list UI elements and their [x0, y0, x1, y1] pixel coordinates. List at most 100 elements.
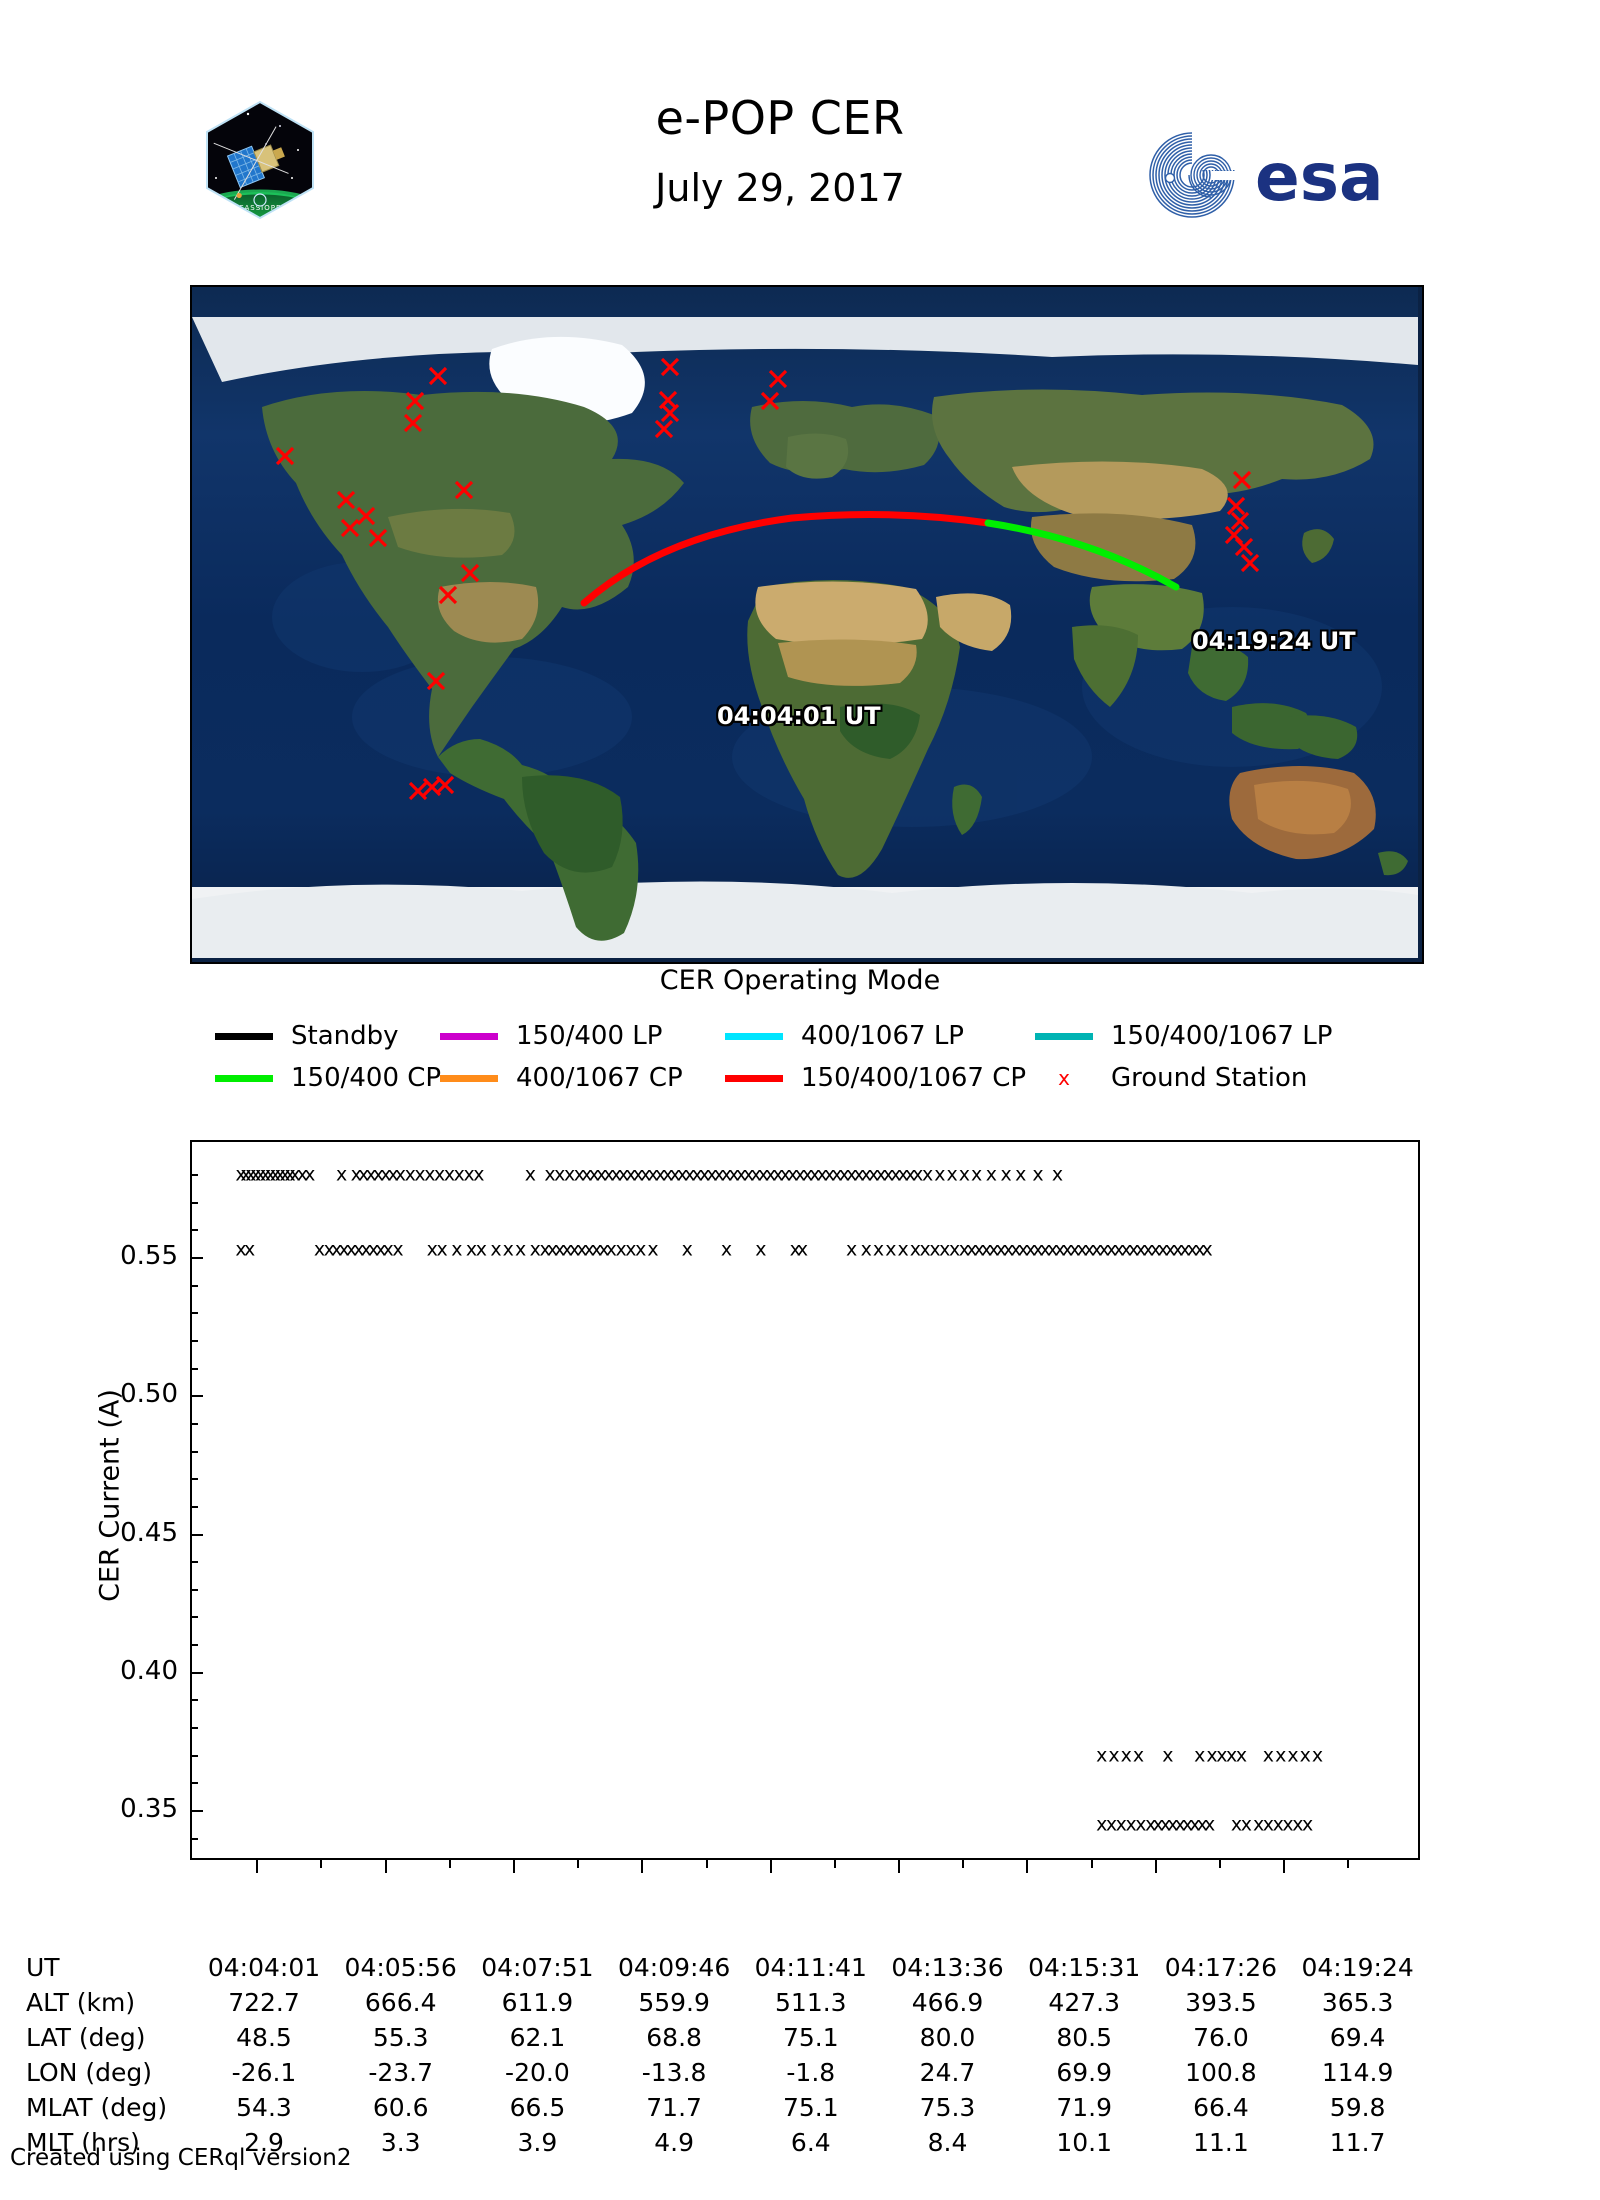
x-tick-minor: [1090, 1860, 1093, 1868]
x-tick-minor: [705, 1860, 708, 1868]
data-point-marker: x: [1069, 1238, 1081, 1261]
data-point-marker: x: [1135, 1813, 1147, 1836]
table-row-label: ALT (km): [26, 1988, 136, 2017]
table-row-label: UT: [26, 1953, 60, 1982]
y-tick-major: [190, 1671, 203, 1674]
data-point-marker: x: [1189, 1813, 1201, 1836]
data-point-marker: x: [1196, 1813, 1208, 1836]
x-tick-minor: [833, 1860, 836, 1868]
data-point-marker: x: [1000, 1163, 1012, 1186]
data-point-marker: x: [632, 1163, 644, 1186]
legend-item-standby[interactable]: Standby: [215, 1021, 440, 1051]
data-point-marker: x: [394, 1163, 407, 1186]
data-point-marker: x: [414, 1163, 426, 1186]
data-point-marker: x: [615, 1238, 627, 1261]
page-header: CASSIOPE e-POP CER July 29, 2017: [0, 0, 1600, 220]
y-tick-minor: [190, 1284, 198, 1287]
data-point-marker: x: [1105, 1238, 1118, 1261]
data-point-marker: x: [603, 1163, 615, 1186]
legend-item-400-1067-cp[interactable]: 400/1067 CP: [440, 1063, 725, 1093]
data-point-marker: x: [367, 1238, 380, 1261]
data-point-marker: x: [338, 1238, 350, 1261]
table-cell: 6.4: [790, 2128, 831, 2157]
data-point-marker: x: [1172, 1238, 1184, 1261]
data-point-marker: x: [946, 1163, 958, 1186]
table-row: ALT (km) 722.7 666.4 611.9 559.9 511.3 466.9 42…: [26, 1985, 1426, 2020]
data-point-marker: x: [1132, 1744, 1145, 1767]
y-tick-minor: [190, 1588, 198, 1591]
table-cell: 68.8: [646, 2023, 702, 2052]
page-title: e-POP CER: [655, 91, 905, 145]
data-point-marker: x: [358, 1163, 370, 1186]
table-cell: 04:05:56: [344, 1953, 457, 1982]
table-cell: 3.3: [380, 2128, 421, 2157]
data-point-marker: x: [1302, 1813, 1314, 1836]
data-point-marker: x: [662, 1163, 674, 1186]
table-cell: 511.3: [775, 1988, 847, 2017]
data-point-marker: x: [1282, 1813, 1294, 1836]
data-point-marker: x: [235, 1163, 247, 1186]
x-tick-major: [641, 1860, 644, 1873]
legend-item-150-400-lp[interactable]: 150/400 LP: [440, 1021, 725, 1051]
y-tick-label: 0.50: [120, 1379, 178, 1410]
data-point-marker: x: [654, 1163, 666, 1186]
data-point-marker: x: [1152, 1813, 1164, 1836]
data-point-marker: x: [404, 1163, 416, 1186]
y-tick-label: 0.55: [120, 1241, 178, 1272]
data-point-marker: x: [809, 1163, 821, 1186]
table-cell: -26.1: [231, 2058, 297, 2087]
y-tick-minor: [190, 1561, 198, 1564]
data-point-marker: x: [546, 1238, 559, 1261]
data-point-marker: x: [735, 1163, 747, 1186]
y-tick-major: [190, 1533, 203, 1536]
data-point-marker: x: [617, 1163, 630, 1186]
y-axis-tick-labels: 0.35 0.40 0.45 0.50 0.55: [0, 1140, 178, 1860]
legend-item-400-1067-lp[interactable]: 400/1067 LP: [725, 1021, 1035, 1051]
data-point-marker: x: [921, 1163, 934, 1186]
data-point-marker: x: [289, 1163, 301, 1186]
table-cell: 62.1: [509, 2023, 566, 2052]
legend-item-150-400-1067-lp[interactable]: 150/400/1067 LP: [1035, 1021, 1332, 1051]
table-cell: 114.9: [1321, 2058, 1394, 2087]
y-tick-label: 0.45: [120, 1517, 178, 1548]
x-tick-major: [384, 1860, 387, 1873]
data-point-marker: x: [1032, 1238, 1044, 1261]
table-row: UT 04:04:01 04:05:56 04:07:51 04:09:46 04:11:…: [26, 1950, 1426, 1985]
legend-swatch-line: [215, 1074, 273, 1082]
data-point-marker: x: [465, 1238, 478, 1261]
data-point-marker: x: [1262, 1744, 1275, 1767]
data-point-marker: x: [1262, 1813, 1275, 1836]
legend-item-150-400-1067-cp[interactable]: 150/400/1067 CP: [725, 1063, 1035, 1093]
legend-item-ground-station[interactable]: x Ground Station: [1035, 1063, 1307, 1093]
legend-swatch-line: [1035, 1032, 1093, 1040]
data-point-marker: x: [742, 1163, 755, 1186]
data-point-marker: x: [1194, 1238, 1206, 1261]
data-point-marker: x: [1108, 1744, 1120, 1767]
legend-item-150-400-cp[interactable]: 150/400 CP: [215, 1063, 441, 1093]
table-cell: 365.3: [1321, 1988, 1394, 2017]
table-cell: -23.7: [368, 2058, 434, 2087]
data-point-marker: x: [490, 1238, 502, 1261]
data-point-marker: x: [757, 1163, 769, 1186]
y-tick-minor: [190, 1782, 198, 1785]
data-point-marker: x: [539, 1238, 551, 1261]
data-point-marker: x: [647, 1238, 659, 1261]
world-map-panel[interactable]: 04:04:01 UT 04:19:24 UT: [190, 285, 1424, 964]
data-point-marker: x: [890, 1163, 902, 1186]
x-tick-minor: [1219, 1860, 1222, 1868]
y-tick-minor: [190, 1367, 198, 1370]
data-point-marker: x: [625, 1238, 637, 1261]
data-point-marker: x: [473, 1163, 485, 1186]
table-row-label: LON (deg): [26, 2058, 152, 2087]
data-point-marker: x: [544, 1163, 556, 1186]
table-cell: 60.6: [372, 2093, 429, 2122]
table-cell: 8.4: [927, 2128, 968, 2157]
legend-swatch-line: [725, 1074, 783, 1082]
data-point-marker: x: [875, 1163, 887, 1186]
legend-label: 400/1067 LP: [801, 1021, 964, 1051]
y-tick-minor: [190, 1505, 198, 1508]
y-tick-minor: [190, 1699, 198, 1702]
table-cell: 59.8: [1329, 2093, 1386, 2122]
table-cell: 04:04:01: [207, 1953, 321, 1982]
